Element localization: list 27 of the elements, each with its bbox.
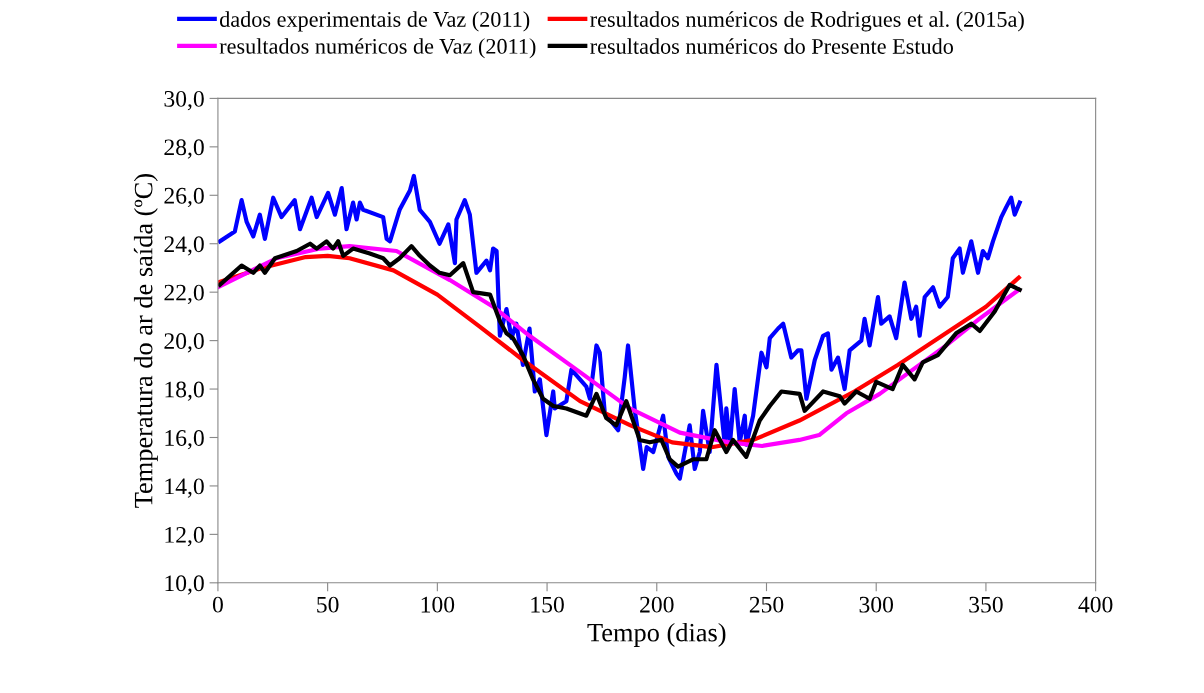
x-tick-label: 50	[317, 596, 339, 613]
x-tick-label: 300	[859, 596, 894, 613]
x-tick-label: 150	[531, 596, 564, 613]
x-tick-label: 0	[212, 596, 223, 613]
y-axis-title: Temperatura do ar de saída (ºC)	[133, 174, 158, 508]
y-tick-label: 22,0	[164, 284, 204, 304]
y-tick-label: 14,0	[165, 478, 204, 498]
y-tick-label: 16,0	[165, 429, 204, 450]
x-tick-label: 200	[640, 596, 674, 613]
x-tick-label: 400	[1078, 596, 1113, 613]
y-tick-label: 18,0	[165, 381, 204, 401]
y-tick-label: 28,0	[164, 139, 204, 159]
line-series	[217, 173, 1022, 481]
x-tick-label: 350	[969, 596, 1003, 613]
y-tick-label: 24,0	[164, 236, 204, 256]
legend-label: resultados numéricos de Rodrigues et al. (2015a)	[590, 11, 1024, 32]
legend-label: dados experimentais de Vaz (2011)	[219, 11, 530, 32]
y-tick-label: 10,0	[165, 575, 204, 595]
x-tick-label: 100	[421, 596, 455, 613]
y-tick-label: 20,0	[164, 333, 204, 353]
y-tick-label: 26,0	[164, 187, 204, 208]
y-tick-label: 12,0	[165, 526, 204, 547]
y-tick-label: 30,0	[164, 90, 204, 111]
legend-label: resultados numéricos do Presente Estudo	[590, 38, 954, 54]
x-axis-title: Tempo (dias)	[587, 622, 726, 647]
x-tick-label: 250	[749, 596, 784, 613]
legend-label: resultados numéricos de Vaz (2011)	[219, 38, 536, 59]
